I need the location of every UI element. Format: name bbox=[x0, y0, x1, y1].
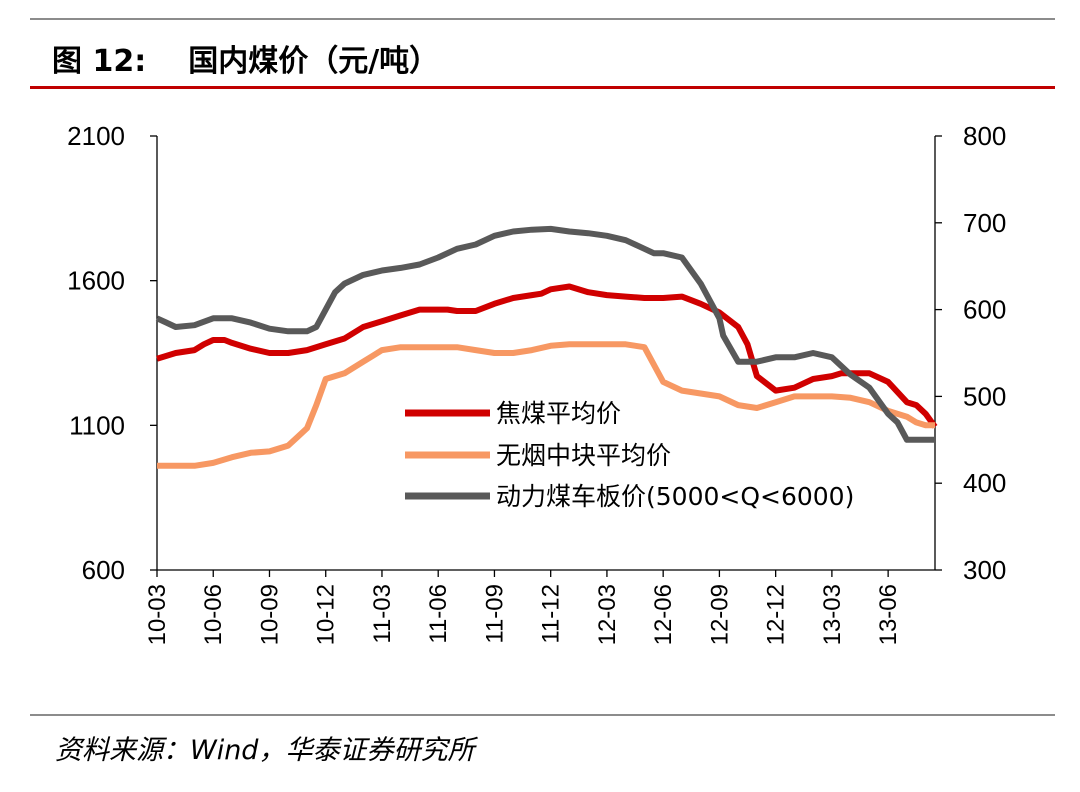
right-tick-label: 800 bbox=[963, 121, 1006, 151]
right-tick-label: 500 bbox=[963, 381, 1006, 411]
x-tick-label: 12-03 bbox=[594, 584, 621, 645]
x-tick-label: 10-12 bbox=[313, 584, 340, 645]
coal-price-chart: 600 1100 1600 2100 300 400 500 600 700 800 10-03 10… bbox=[67, 121, 1006, 645]
right-tick-label: 300 bbox=[963, 555, 1006, 585]
series-line-thermal bbox=[155, 225, 935, 443]
x-tick-label: 13-03 bbox=[819, 584, 846, 645]
source-note: 资料来源：Wind，华泰证券研究所 bbox=[55, 735, 475, 766]
legend-label-anthracite: 无烟中块平均价 bbox=[496, 441, 671, 470]
figure-title: 图 12: 国内煤价（元/吨） bbox=[52, 36, 439, 80]
series-line-coke bbox=[156, 283, 938, 429]
left-tick-label: 600 bbox=[82, 555, 125, 585]
x-tick-label: 11-12 bbox=[538, 584, 565, 644]
right-tick-label: 600 bbox=[963, 295, 1006, 325]
left-tick-label: 1600 bbox=[67, 266, 125, 296]
x-tick-label: 10-09 bbox=[256, 584, 283, 645]
axes: 600 1100 1600 2100 300 400 500 600 700 800 10-03 10… bbox=[67, 121, 1006, 645]
series-lines bbox=[155, 225, 938, 469]
legend-label-thermal: 动力煤车板价(5000<Q<6000) bbox=[496, 482, 854, 511]
figure-label: 图 12: bbox=[52, 44, 147, 79]
top-rule bbox=[30, 18, 1055, 20]
x-tick-label: 11-09 bbox=[481, 584, 508, 644]
right-tick-label: 700 bbox=[963, 208, 1006, 238]
x-tick-label: 13-06 bbox=[875, 584, 902, 645]
legend-label-coke: 焦煤平均价 bbox=[496, 399, 621, 428]
x-tick-label: 10-03 bbox=[144, 584, 171, 645]
title-underline bbox=[30, 86, 1055, 89]
x-tick-label: 11-06 bbox=[425, 584, 452, 644]
left-tick-label: 2100 bbox=[67, 121, 125, 151]
series-line-anthracite bbox=[157, 341, 935, 469]
x-tick-label: 11-03 bbox=[369, 584, 396, 644]
x-tick-label: 10-06 bbox=[200, 584, 227, 645]
figure-title-text: 国内煤价（元/吨） bbox=[188, 44, 440, 79]
x-tick-label: 12-06 bbox=[650, 584, 677, 645]
x-tick-label: 12-12 bbox=[763, 584, 790, 645]
right-tick-label: 400 bbox=[963, 468, 1006, 498]
x-tick-label: 12-09 bbox=[706, 584, 733, 645]
bottom-rule bbox=[30, 714, 1055, 716]
left-tick-label: 1100 bbox=[69, 410, 125, 440]
